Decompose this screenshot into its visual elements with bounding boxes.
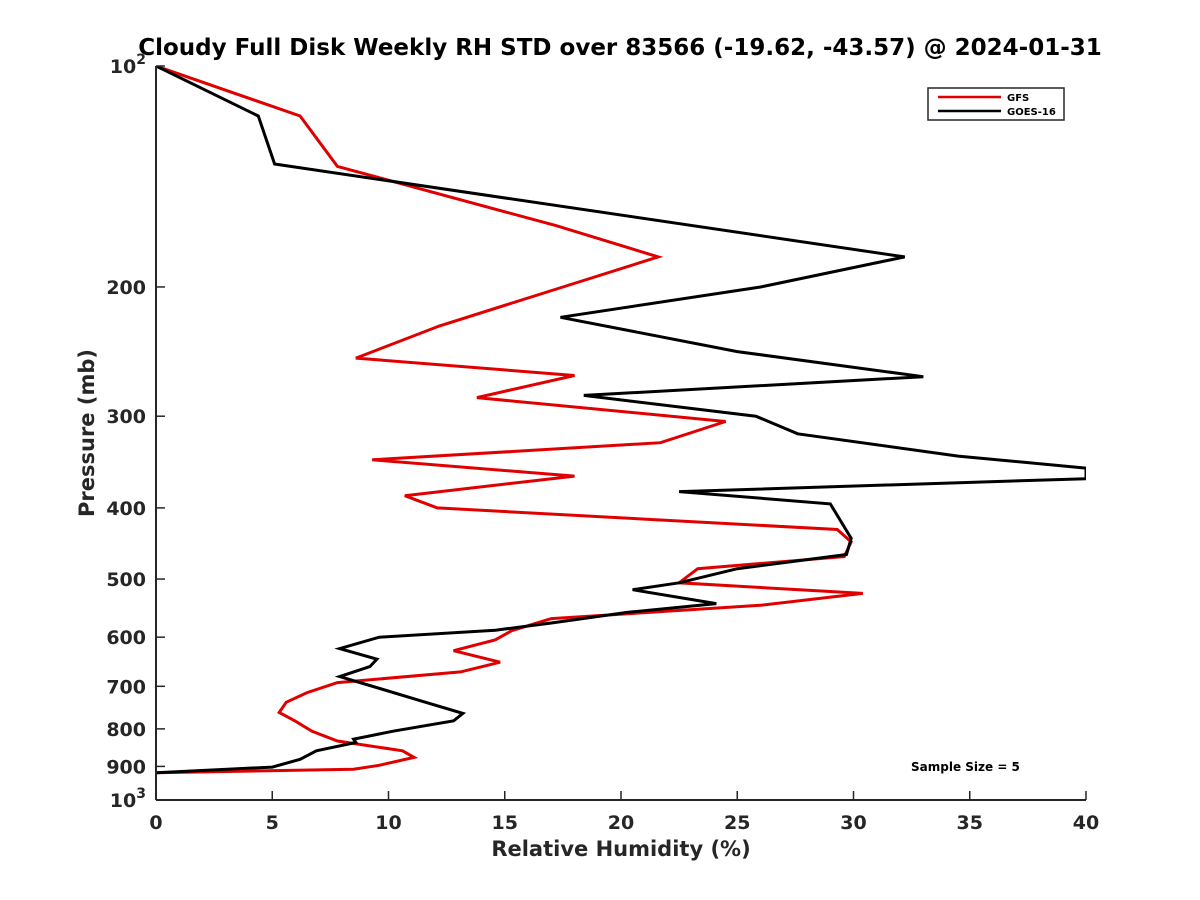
x-tick-label: 35: [957, 812, 983, 834]
chart-title: Cloudy Full Disk Weekly RH STD over 8356…: [138, 35, 1102, 61]
x-tick-label: 40: [1073, 812, 1099, 834]
y-tick-label: 800: [106, 719, 146, 741]
x-axis-label: Relative Humidity (%): [491, 837, 750, 861]
plot-background: [156, 66, 1086, 800]
y-tick-label: 400: [106, 498, 146, 520]
legend-label-gfs: GFS: [1007, 93, 1029, 104]
y-axis-ticks: 102 200 300 400 500 600 700 800 900 103: [106, 52, 165, 812]
x-tick-label: 0: [149, 812, 162, 834]
y-axis-label: Pressure (mb): [75, 349, 99, 517]
y-tick-label: 300: [106, 406, 146, 428]
x-tick-label: 25: [724, 812, 750, 834]
legend-label-goes16: GOES-16: [1007, 107, 1056, 118]
y-tick-label: 700: [106, 676, 146, 698]
x-tick-label: 5: [266, 812, 279, 834]
y-tick-label: 500: [106, 569, 146, 591]
y-tick-label: 600: [106, 627, 146, 649]
y-tick-label: 103: [110, 786, 146, 812]
y-tick-label: 200: [106, 277, 146, 299]
x-axis-ticks: 0 5 10 15 20 25 30 35 40: [149, 791, 1099, 834]
plot-area: [155, 66, 1086, 801]
x-tick-label: 10: [375, 812, 401, 834]
legend-box: [927, 87, 1065, 121]
y-tick-label: 900: [106, 756, 146, 778]
x-tick-label: 30: [840, 812, 866, 834]
legend: GFS GOES-16: [927, 87, 1065, 121]
y-tick-label: 102: [110, 52, 146, 78]
series-line-goes16: [156, 66, 1086, 775]
sample-size-annotation: Sample Size = 5: [911, 760, 1020, 774]
x-tick-label: 20: [608, 812, 634, 834]
x-tick-label: 15: [492, 812, 518, 834]
